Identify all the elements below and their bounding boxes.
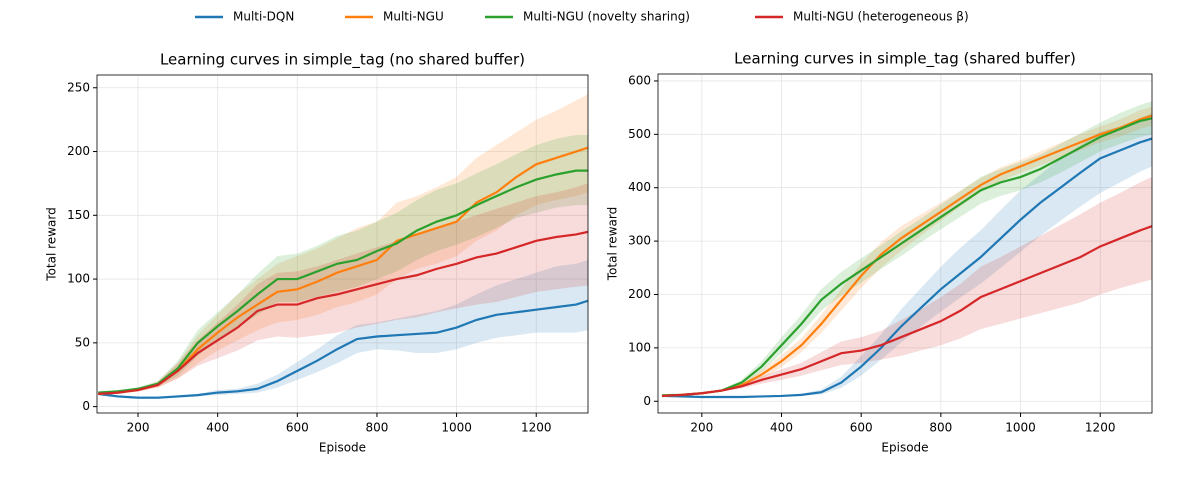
x-tick-label: 600 (286, 421, 309, 435)
y-tick-label: 600 (628, 73, 651, 87)
line (98, 230, 588, 395)
legend-label: Multi-NGU (383, 10, 444, 24)
x-axis-label: Episode (319, 441, 366, 455)
confidence-band (98, 94, 588, 396)
y-tick-label: 150 (67, 208, 90, 222)
confidence-band (98, 259, 588, 399)
y-axis-label: Total reward (45, 207, 59, 281)
confidence-band (98, 183, 588, 396)
x-tick-label: 800 (929, 421, 952, 435)
legend-label: Multi-NGU (heterogeneous β) (793, 10, 969, 24)
y-tick-label: 250 (67, 80, 90, 94)
y-tick-label: 100 (628, 340, 651, 354)
y-tick-label: 500 (628, 127, 651, 141)
line (661, 137, 1152, 399)
x-tick-label: 1000 (1005, 421, 1036, 435)
confidence-band (661, 101, 1152, 396)
line (661, 117, 1152, 397)
line (661, 114, 1152, 398)
x-tick-label: 400 (206, 421, 229, 435)
y-axis-label: Total reward (606, 207, 620, 281)
line (661, 225, 1152, 398)
confidence-band (661, 112, 1152, 398)
chart-title: Learning curves in simple_tag (no shared… (160, 51, 525, 70)
legend-label: Multi-DQN (233, 10, 294, 24)
x-tick-label: 800 (365, 421, 388, 435)
axes-frame (657, 73, 1153, 414)
x-tick-label: 1000 (441, 421, 472, 435)
y-tick-label: 200 (67, 144, 90, 158)
line (98, 169, 588, 394)
y-tick-label: 300 (628, 234, 651, 248)
x-axis-label: Episode (881, 441, 928, 455)
x-tick-label: 200 (127, 421, 150, 435)
x-tick-label: 200 (690, 421, 713, 435)
confidence-band (661, 177, 1152, 397)
x-tick-label: 400 (770, 421, 793, 435)
y-tick-label: 0 (643, 394, 651, 408)
legend-label: Multi-NGU (novelty sharing) (523, 10, 690, 24)
axes-frame (96, 74, 589, 414)
x-tick-label: 1200 (1085, 421, 1116, 435)
x-tick-label: 1200 (521, 421, 552, 435)
y-tick-label: 50 (75, 335, 90, 349)
y-tick-label: 400 (628, 180, 651, 194)
y-tick-label: 200 (628, 287, 651, 301)
line (98, 299, 588, 399)
y-tick-label: 100 (67, 272, 90, 286)
x-tick-label: 600 (850, 421, 873, 435)
chart-title: Learning curves in simple_tag (shared bu… (734, 50, 1076, 69)
y-tick-label: 0 (82, 399, 90, 413)
